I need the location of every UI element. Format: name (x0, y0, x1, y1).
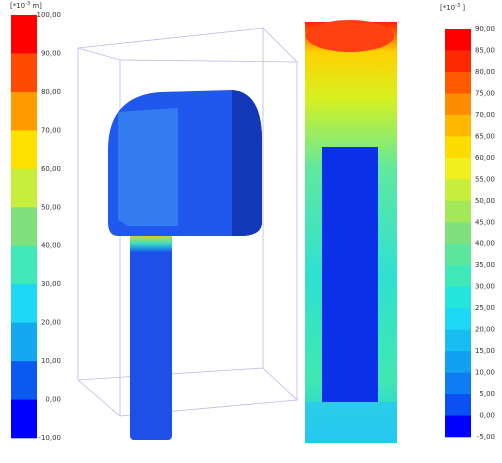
legend-band (11, 207, 37, 247)
legend-band (445, 265, 471, 287)
legend-label: 25,00 (475, 304, 495, 312)
legend-band (445, 200, 471, 223)
legend-band (445, 93, 471, 116)
legend-band (11, 91, 37, 131)
legend-band (11, 361, 37, 400)
legend-label: 35,00 (475, 261, 495, 269)
legend-label: 20,00 (41, 319, 61, 327)
left-body (108, 90, 262, 440)
legend-label: 90,00 (475, 25, 495, 33)
legend-band (445, 136, 471, 159)
legend-label: 10,00 (475, 369, 495, 377)
legend-band (445, 329, 471, 352)
unit-prefix: [*10 (440, 4, 455, 12)
unit-prefix: [*10 (10, 2, 25, 10)
legend-band (11, 284, 37, 323)
legend-label: 65,00 (475, 132, 495, 140)
legend-label: 15,00 (475, 347, 495, 355)
legend-band (445, 114, 471, 137)
unit-suffix: ] (460, 4, 465, 12)
legend-label: 60,00 (475, 154, 495, 162)
legend-band (445, 286, 471, 309)
legend-label: 55,00 (475, 175, 495, 183)
legend-band (445, 415, 471, 438)
legend-band (445, 71, 471, 94)
legend-label: 60,00 (41, 165, 61, 173)
legend-label: -10,00 (38, 434, 61, 442)
legend-label: 5,00 (479, 390, 495, 398)
legend-label: 10,00 (41, 357, 61, 365)
unit-exponent: -3 (455, 3, 460, 9)
legend-band (11, 15, 37, 54)
legend-unit: [*10-3 ] (440, 3, 465, 13)
legend-band (11, 168, 37, 208)
legend-label: 75,00 (475, 89, 495, 97)
unit-suffix: m] (30, 2, 42, 10)
legend-label: 40,00 (41, 242, 61, 250)
legend-band (445, 351, 471, 373)
legend-label: 45,00 (475, 218, 495, 226)
legend-band (445, 179, 471, 202)
legend-band (445, 372, 471, 395)
legend-band (445, 157, 471, 180)
legend-unit: [*10-3 m] (10, 1, 42, 11)
legend-label: 80,00 (475, 68, 495, 76)
unit-exponent: -3 (25, 1, 30, 7)
legend-band (445, 29, 471, 51)
legend-band (445, 308, 471, 330)
right-model (305, 20, 397, 443)
legend-label: 50,00 (475, 197, 495, 205)
legend-band (11, 130, 37, 170)
legend-label: 85,00 (475, 46, 495, 54)
legend-band (445, 243, 471, 266)
legend-label: 30,00 (475, 283, 495, 291)
legend-label: 40,00 (475, 240, 495, 248)
legend-band (445, 394, 471, 416)
legend-label: 90,00 (41, 49, 61, 57)
legend-band (11, 399, 37, 439)
legend-label: 50,00 (41, 203, 61, 211)
legend-label: 0,00 (45, 396, 61, 404)
legend-band (445, 50, 471, 73)
legend-label: 20,00 (475, 326, 495, 334)
color-legend: 90,00 85,00 80,00 75,00 70,00 65,00 60,00 55,00… (440, 3, 495, 442)
legend-band (445, 222, 471, 245)
legend-band (11, 53, 37, 93)
legend-band (11, 322, 37, 362)
legend-label: 70,00 (475, 111, 495, 119)
legend-label: 30,00 (41, 280, 61, 288)
legend-label: 0,00 (479, 412, 495, 420)
legend-label: 100,00 (37, 11, 62, 19)
legend-label: -5,00 (477, 433, 495, 441)
legend-band (11, 245, 37, 285)
legend-label: 80,00 (41, 88, 61, 96)
color-legend: 100,00 90,00 80,00 70,00 60,00 50,00 40,00 30,0… (10, 1, 61, 443)
legend-label: 70,00 (41, 126, 61, 134)
